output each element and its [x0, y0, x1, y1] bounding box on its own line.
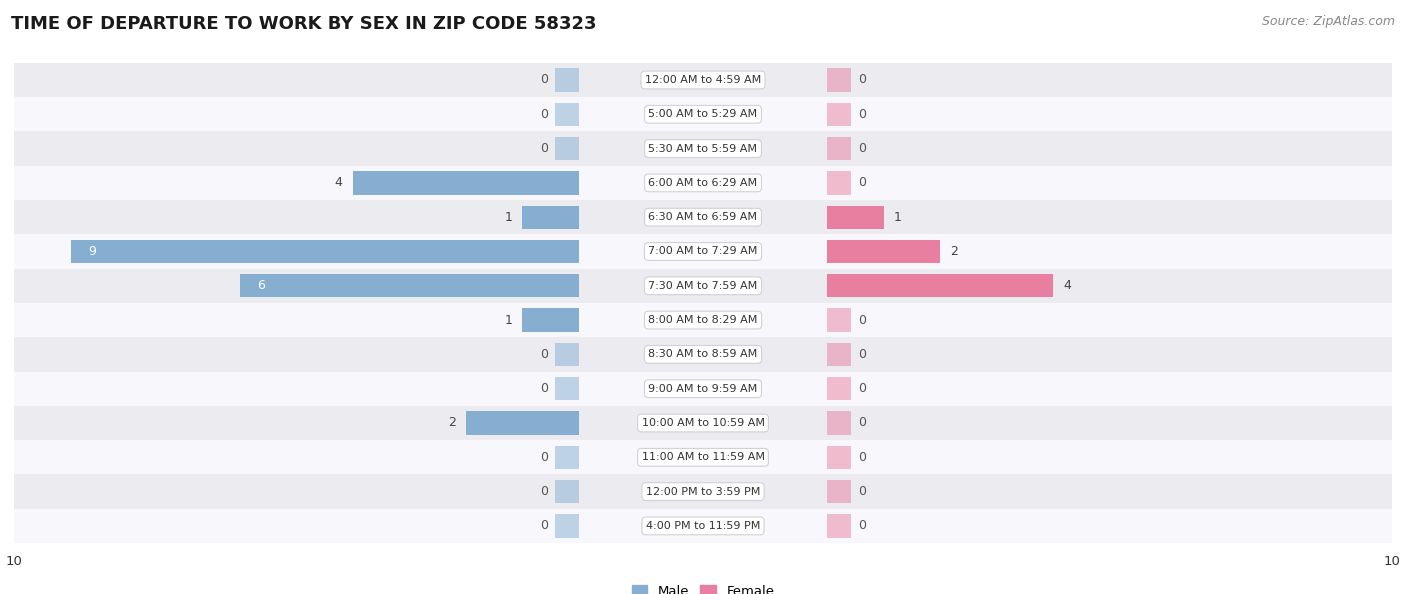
Text: 0: 0 [858, 314, 866, 327]
Text: 4: 4 [1063, 279, 1071, 292]
Bar [827, 411, 851, 435]
Bar [827, 377, 851, 400]
Bar [14, 508, 1392, 543]
Bar [70, 240, 579, 263]
Text: 0: 0 [858, 416, 866, 429]
Bar [827, 171, 851, 195]
Bar [827, 137, 851, 160]
Bar [14, 131, 1392, 166]
Bar [827, 274, 1053, 298]
Text: 4: 4 [335, 176, 343, 189]
Text: 1: 1 [505, 314, 512, 327]
Text: 2: 2 [447, 416, 456, 429]
Text: 1: 1 [505, 211, 512, 224]
Bar [827, 308, 851, 332]
Text: 0: 0 [858, 485, 866, 498]
Legend: Male, Female: Male, Female [626, 580, 780, 594]
Bar [555, 103, 579, 126]
Text: 5:30 AM to 5:59 AM: 5:30 AM to 5:59 AM [648, 144, 758, 154]
Text: 0: 0 [858, 519, 866, 532]
Bar [827, 206, 883, 229]
Bar [827, 103, 851, 126]
Bar [555, 514, 579, 538]
Bar [827, 68, 851, 91]
Bar [14, 200, 1392, 235]
Text: TIME OF DEPARTURE TO WORK BY SEX IN ZIP CODE 58323: TIME OF DEPARTURE TO WORK BY SEX IN ZIP … [11, 15, 596, 33]
Bar [523, 206, 579, 229]
Text: 2: 2 [950, 245, 959, 258]
Text: 12:00 AM to 4:59 AM: 12:00 AM to 4:59 AM [645, 75, 761, 85]
Bar [555, 446, 579, 469]
Text: 0: 0 [858, 108, 866, 121]
Text: 0: 0 [858, 74, 866, 87]
Bar [14, 303, 1392, 337]
Bar [827, 446, 851, 469]
Bar [827, 514, 851, 538]
Bar [14, 235, 1392, 268]
Bar [14, 97, 1392, 131]
Bar [827, 343, 851, 366]
Text: 6: 6 [257, 279, 266, 292]
Bar [14, 371, 1392, 406]
Text: 5:00 AM to 5:29 AM: 5:00 AM to 5:29 AM [648, 109, 758, 119]
Bar [240, 274, 579, 298]
Bar [353, 171, 579, 195]
Text: 0: 0 [540, 485, 548, 498]
Text: 6:30 AM to 6:59 AM: 6:30 AM to 6:59 AM [648, 212, 758, 222]
Bar [14, 166, 1392, 200]
Bar [14, 268, 1392, 303]
Text: 0: 0 [540, 451, 548, 464]
Bar [523, 308, 579, 332]
Bar [555, 68, 579, 91]
Bar [14, 63, 1392, 97]
Text: 0: 0 [858, 451, 866, 464]
Bar [555, 377, 579, 400]
Text: 8:00 AM to 8:29 AM: 8:00 AM to 8:29 AM [648, 315, 758, 325]
Bar [555, 480, 579, 503]
Text: 7:30 AM to 7:59 AM: 7:30 AM to 7:59 AM [648, 281, 758, 291]
Text: 0: 0 [858, 142, 866, 155]
Text: 0: 0 [540, 348, 548, 361]
Bar [827, 240, 941, 263]
Text: 10:00 AM to 10:59 AM: 10:00 AM to 10:59 AM [641, 418, 765, 428]
Text: 0: 0 [858, 176, 866, 189]
Text: 11:00 AM to 11:59 AM: 11:00 AM to 11:59 AM [641, 452, 765, 462]
Bar [14, 475, 1392, 508]
Text: 9: 9 [87, 245, 96, 258]
Text: 0: 0 [540, 74, 548, 87]
Bar [555, 137, 579, 160]
Text: 8:30 AM to 8:59 AM: 8:30 AM to 8:59 AM [648, 349, 758, 359]
Text: 4:00 PM to 11:59 PM: 4:00 PM to 11:59 PM [645, 521, 761, 531]
Text: 7:00 AM to 7:29 AM: 7:00 AM to 7:29 AM [648, 247, 758, 257]
Text: 0: 0 [858, 348, 866, 361]
Text: 1: 1 [894, 211, 901, 224]
Bar [14, 406, 1392, 440]
Text: 0: 0 [540, 382, 548, 395]
Bar [555, 343, 579, 366]
Text: 0: 0 [540, 108, 548, 121]
Text: 9:00 AM to 9:59 AM: 9:00 AM to 9:59 AM [648, 384, 758, 394]
Bar [465, 411, 579, 435]
Text: 12:00 PM to 3:59 PM: 12:00 PM to 3:59 PM [645, 486, 761, 497]
Text: Source: ZipAtlas.com: Source: ZipAtlas.com [1261, 15, 1395, 28]
Text: 0: 0 [540, 142, 548, 155]
Text: 0: 0 [540, 519, 548, 532]
Bar [14, 337, 1392, 371]
Text: 6:00 AM to 6:29 AM: 6:00 AM to 6:29 AM [648, 178, 758, 188]
Bar [827, 480, 851, 503]
Bar [14, 440, 1392, 475]
Text: 0: 0 [858, 382, 866, 395]
